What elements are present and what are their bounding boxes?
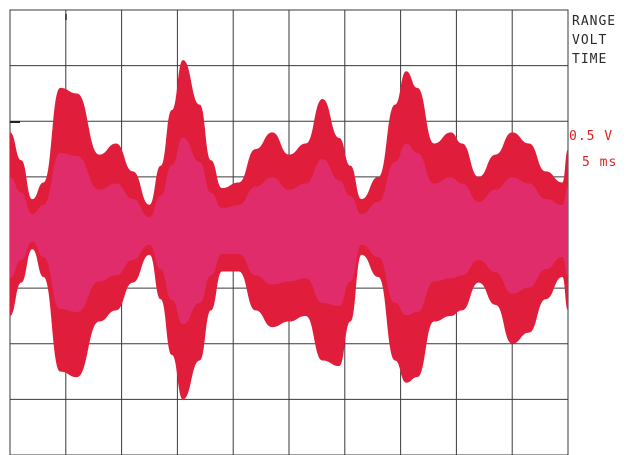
waveform-envelope [10,60,568,400]
channel-settings: 0.5 V 5 ms [569,124,632,176]
range-readout: RANGE VOLT TIME [572,12,632,69]
volt-label: VOLT [572,33,608,48]
time-label: TIME [572,52,608,67]
waveform-core-fill [10,137,568,325]
time-per-div-value: 5 ms [582,155,618,170]
volt-per-div-value: 0.5 V [569,129,614,144]
range-label: RANGE [572,14,617,29]
